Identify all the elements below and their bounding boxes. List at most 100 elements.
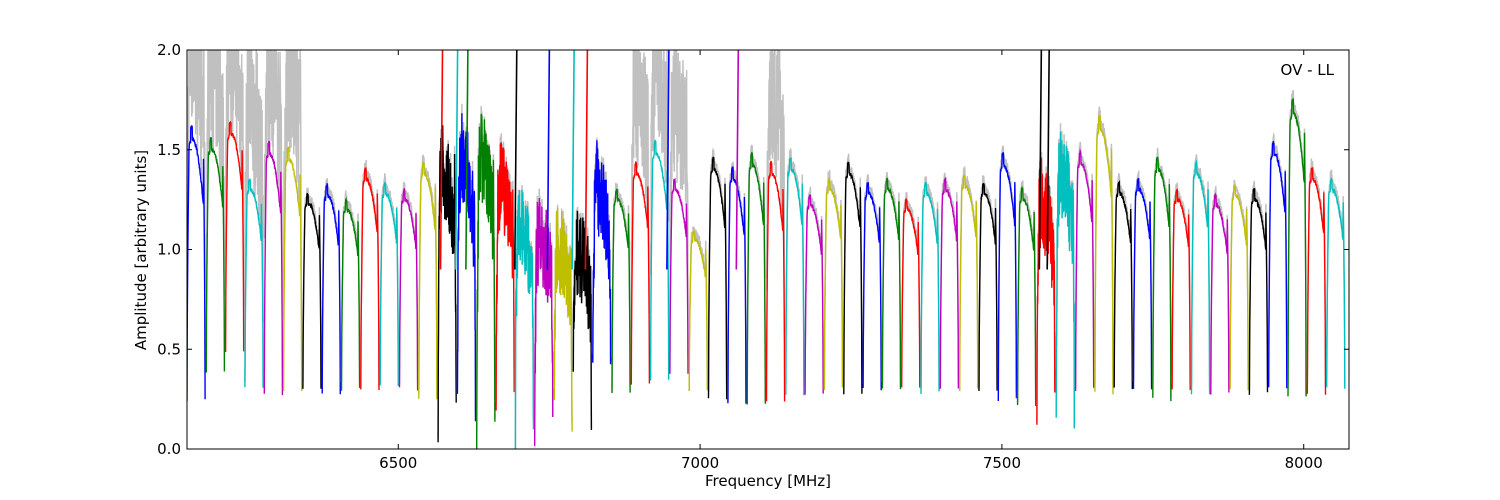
axis-ticks: 6500 7000 7500 8000 0.0 0.5 1.0 1.5 2.0 <box>157 41 1349 472</box>
channel-trace <box>302 192 322 389</box>
channel-trace <box>959 174 979 392</box>
flagged-trace <box>398 181 419 384</box>
flagged-trace <box>862 174 882 388</box>
flagged-trace <box>1113 173 1134 382</box>
channel-trace <box>823 177 844 391</box>
flagged-trace <box>823 169 844 389</box>
channel-trace <box>881 177 902 390</box>
channel-trace <box>591 140 612 365</box>
channel-trace <box>707 156 728 400</box>
channel-trace <box>514 189 535 449</box>
plot-area <box>187 50 1346 449</box>
rfi-spike <box>513 50 518 270</box>
channel-trace <box>553 207 573 432</box>
channel-trace <box>418 161 438 400</box>
channel-trace <box>804 194 824 395</box>
flagged-trace <box>707 147 728 392</box>
flagged-trace <box>1016 180 1037 403</box>
flagged-trace <box>611 182 631 391</box>
channel-trace <box>765 160 786 402</box>
flagged-trace <box>1094 106 1114 387</box>
flagged-trace <box>360 159 380 387</box>
channel-trace <box>862 182 882 391</box>
channel-trace <box>997 152 1018 402</box>
channel-trace <box>534 198 554 446</box>
channel-trace <box>939 177 960 389</box>
channel-trace <box>611 188 631 394</box>
channel-trace <box>398 187 419 391</box>
flagged-trace <box>379 173 400 382</box>
y-tick-label: 1.5 <box>157 141 181 159</box>
flagged-trace <box>1267 132 1288 382</box>
flagged-trace <box>282 50 303 362</box>
flagged-trace <box>187 50 206 373</box>
channel-trace <box>224 120 245 353</box>
flagged-trace <box>804 186 824 392</box>
channel-trace <box>282 146 303 392</box>
rfi-spike <box>1046 50 1050 270</box>
flagged-trace <box>978 175 998 388</box>
channel-trace <box>688 230 708 392</box>
flagged-trace <box>244 50 264 382</box>
flagged-trace <box>1325 169 1346 385</box>
flagged-trace <box>1074 141 1095 388</box>
flagged-trace <box>340 190 361 383</box>
flagged-trace <box>688 226 709 391</box>
flagged-trace <box>1171 182 1191 385</box>
rfi-spike <box>454 50 459 270</box>
channel-trace <box>649 139 670 381</box>
flagged-trace <box>1229 179 1249 386</box>
x-tick-label: 6500 <box>379 454 417 472</box>
rfi-spike <box>571 50 575 270</box>
rfi-spike <box>465 50 469 270</box>
flagged-trace <box>224 50 245 306</box>
flagged-trace <box>785 148 805 387</box>
channel-trace <box>340 196 361 391</box>
channel-trace <box>630 161 651 385</box>
channel-trace <box>669 177 689 374</box>
flagged-trace <box>939 172 960 385</box>
flagged-trace <box>958 166 979 391</box>
flagged-trace <box>746 144 767 405</box>
channel-trace <box>1267 140 1288 389</box>
flagged-trace <box>1132 170 1153 389</box>
chart-annotation: OV - LL <box>1281 61 1335 79</box>
flagged-trace <box>263 50 284 361</box>
channel-trace <box>1210 192 1230 395</box>
channel-trace <box>1094 114 1114 395</box>
channel-trace <box>572 210 593 431</box>
x-tick-label: 8000 <box>1285 454 1323 472</box>
channel-trace <box>1055 131 1076 429</box>
rfi-spike <box>439 50 444 270</box>
y-tick-label: 2.0 <box>157 41 181 59</box>
x-tick-label: 7000 <box>681 454 719 472</box>
channel-trace <box>495 142 515 411</box>
flagged-trace <box>900 191 921 386</box>
rfi-spike <box>735 50 740 270</box>
channel-trace <box>1190 159 1211 395</box>
flagged-trace <box>1190 154 1211 389</box>
channel-trace <box>1248 187 1269 395</box>
y-tick-label: 0.0 <box>157 440 181 458</box>
rfi-spike <box>584 50 589 270</box>
channel-trace <box>1113 179 1134 390</box>
flagged-trace <box>881 172 902 388</box>
channel-trace <box>1229 184 1249 391</box>
channel-trace <box>244 178 264 388</box>
x-tick-label: 7500 <box>983 454 1021 472</box>
flagged-trace <box>669 50 689 359</box>
channel-trace <box>920 181 940 394</box>
channel-trace <box>1306 167 1327 395</box>
flagged-trace <box>321 178 342 389</box>
channel-trace <box>1287 98 1307 397</box>
channel-trace <box>901 197 921 388</box>
flagged-trace <box>418 154 438 397</box>
rfi-spike <box>666 50 670 270</box>
flagged-trace <box>997 145 1018 393</box>
y-axis-label: Amplitude [arbitrary units] <box>132 150 150 350</box>
channel-trace <box>746 152 766 405</box>
flagged-trace <box>1152 147 1172 398</box>
flagged-trace <box>1210 186 1230 392</box>
channel-trace <box>321 182 341 395</box>
